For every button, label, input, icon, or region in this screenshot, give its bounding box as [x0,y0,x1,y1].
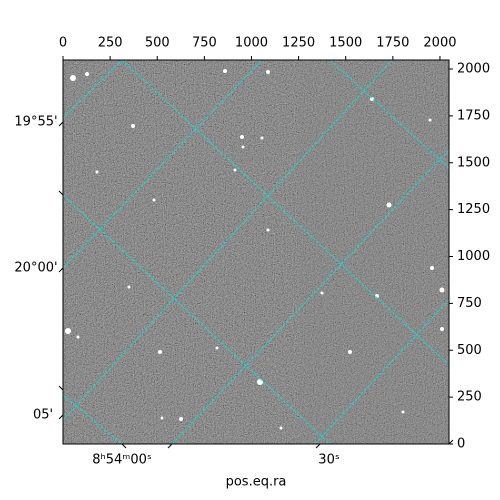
dec-tick-label: 05' [33,408,53,423]
x-tick-label: 1500 [329,36,362,51]
y-tick-label: 0 [457,437,465,452]
x-tick-label: 0 [59,36,67,51]
y-tick-label: 250 [457,390,482,405]
y-tick-label: 1500 [457,155,490,170]
ra-tick-label: 8ʰ54ᵐ00ˢ [92,453,152,468]
y-tick-label: 1750 [457,108,490,123]
x-tick-label: 2000 [423,36,456,51]
y-tick-label: 750 [457,296,482,311]
y-tick-label: 1250 [457,202,490,217]
x-axis-label: pos.eq.ra [226,475,287,490]
wcs-ticks [58,121,454,449]
dec-tick-label: 19°55' [14,115,57,130]
x-tick-label: 250 [98,36,123,51]
y-tick-label: 1000 [457,249,490,264]
x-tick-label: 1750 [376,36,409,51]
axes-frame [62,59,450,445]
y-tick-label: 500 [457,343,482,358]
y-tick-label: 2000 [457,62,490,77]
coordinate-grid [63,60,449,444]
x-tick-label: 1000 [235,36,268,51]
ra-tick-label: 30ˢ [318,453,340,468]
sky-image [63,60,449,444]
x-tick-label: 500 [145,36,170,51]
dec-tick-label: 20°00' [14,261,57,276]
x-tick-label: 1250 [282,36,315,51]
x-tick-label: 750 [192,36,217,51]
